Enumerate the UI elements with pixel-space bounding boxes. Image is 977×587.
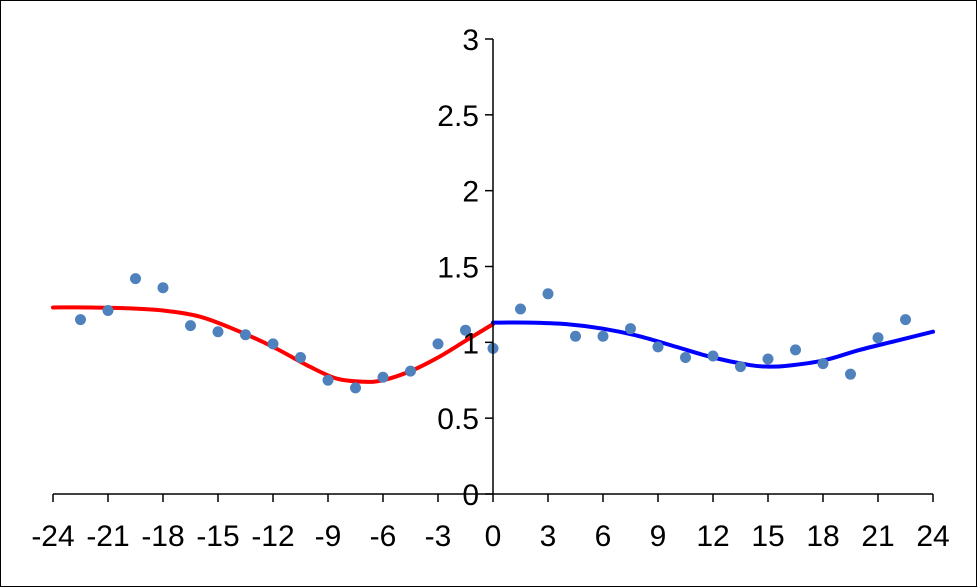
x-tick-label: 0: [485, 520, 502, 553]
fit-curve-1: [51, 305, 495, 384]
x-tick-label: 15: [751, 520, 784, 553]
x-tick-label: 12: [696, 520, 729, 553]
x-tick-label: 9: [650, 520, 667, 553]
data-point: [625, 323, 636, 335]
y-tick-label: 0.5: [437, 403, 479, 436]
data-point: [157, 282, 169, 294]
x-tick-label: 3: [540, 520, 557, 553]
x-tick-label: -6: [370, 520, 397, 553]
y-tick-label: 3: [462, 24, 479, 57]
data-point: [267, 338, 279, 350]
data-point: [597, 330, 609, 342]
x-tick-label: -18: [141, 520, 184, 553]
x-tick-label: -24: [31, 520, 74, 553]
x-tick-label: 24: [916, 520, 949, 553]
data-point: [240, 329, 251, 341]
x-tick-label: -3: [425, 520, 452, 553]
data-point: [405, 365, 416, 377]
fit-curves: [51, 305, 935, 384]
data-points: [75, 273, 911, 394]
data-point: [707, 350, 719, 362]
y-tick-label: 2.5: [437, 100, 479, 133]
x-tick-label: 18: [806, 520, 839, 553]
data-point: [900, 314, 911, 326]
data-point: [872, 332, 884, 344]
x-tick-label: -9: [315, 520, 342, 553]
x-axis-ticks: -24 -21 -18 -15 -12 -9 -6 -3 0 3 6 9 12 15 18 21 24: [31, 494, 950, 553]
y-tick-label: 0: [462, 479, 479, 512]
data-point: [377, 371, 389, 383]
data-point: [652, 341, 664, 353]
data-point: [790, 344, 801, 356]
y-axis-ticks: 0 0.5 1 1.5 2 2.5 3: [437, 24, 493, 512]
data-point: [762, 353, 774, 365]
data-point: [735, 361, 746, 373]
x-tick-label: -15: [196, 520, 239, 553]
data-point: [185, 320, 196, 332]
x-tick-label: 6: [595, 520, 612, 553]
data-point: [817, 358, 829, 370]
data-point: [432, 338, 444, 350]
data-point: [680, 352, 691, 363]
x-tick-label: 21: [861, 520, 894, 553]
data-point: [460, 324, 471, 336]
y-tick-label: 2: [462, 176, 479, 209]
data-point: [570, 330, 581, 342]
data-point: [130, 273, 141, 285]
data-point: [515, 303, 526, 315]
data-point: [322, 374, 334, 386]
data-point: [542, 288, 554, 300]
data-point: [212, 326, 224, 338]
data-point: [295, 352, 306, 363]
fit-curve-2: [491, 320, 935, 369]
x-tick-label: -12: [251, 520, 294, 553]
data-point: [350, 382, 361, 394]
data-point: [102, 304, 114, 316]
y-tick-label: 1.5: [437, 252, 479, 285]
x-tick-label: -21: [86, 520, 129, 553]
y-tick-label: 1: [462, 327, 479, 360]
data-point: [75, 314, 86, 326]
data-point: [845, 368, 856, 380]
